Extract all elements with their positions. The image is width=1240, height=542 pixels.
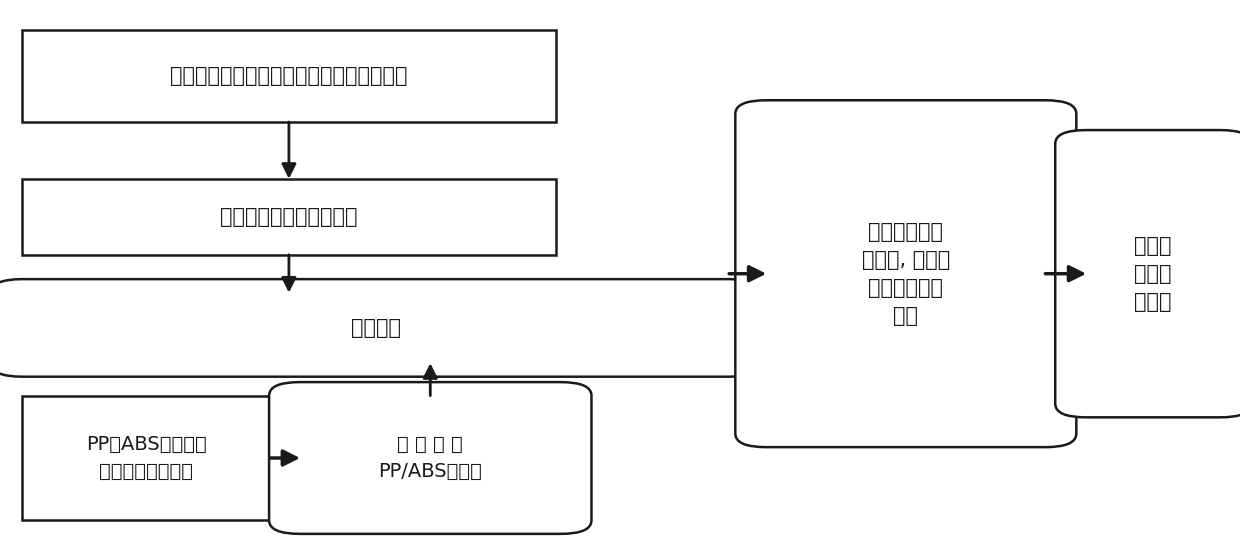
- Text: 造 粒 形 成
PP/ABS复合物: 造 粒 形 成 PP/ABS复合物: [378, 435, 482, 481]
- FancyBboxPatch shape: [1055, 130, 1240, 417]
- Text: PP、ABS、纳米颗
粒、增容剂等混合: PP、ABS、纳米颗 粒、增容剂等混合: [86, 435, 207, 481]
- Text: 发泡剂、发泡助剂、成核剂、载体树脂混合: 发泡剂、发泡助剂、成核剂、载体树脂混合: [170, 66, 408, 86]
- Text: 造粒形成发泡母料并活化: 造粒形成发泡母料并活化: [221, 207, 357, 227]
- Text: 发泡及
力学性
能优异: 发泡及 力学性 能优异: [1135, 236, 1172, 312]
- Text: 混合物料: 混合物料: [351, 318, 401, 338]
- Text: 在合适的工艺
条件下, 利用注
射机生产微孔
制品: 在合适的工艺 条件下, 利用注 射机生产微孔 制品: [862, 222, 950, 326]
- FancyBboxPatch shape: [735, 100, 1076, 447]
- FancyBboxPatch shape: [269, 382, 591, 534]
- FancyBboxPatch shape: [22, 396, 270, 520]
- FancyBboxPatch shape: [22, 30, 556, 122]
- FancyBboxPatch shape: [0, 279, 760, 377]
- FancyBboxPatch shape: [22, 179, 556, 255]
